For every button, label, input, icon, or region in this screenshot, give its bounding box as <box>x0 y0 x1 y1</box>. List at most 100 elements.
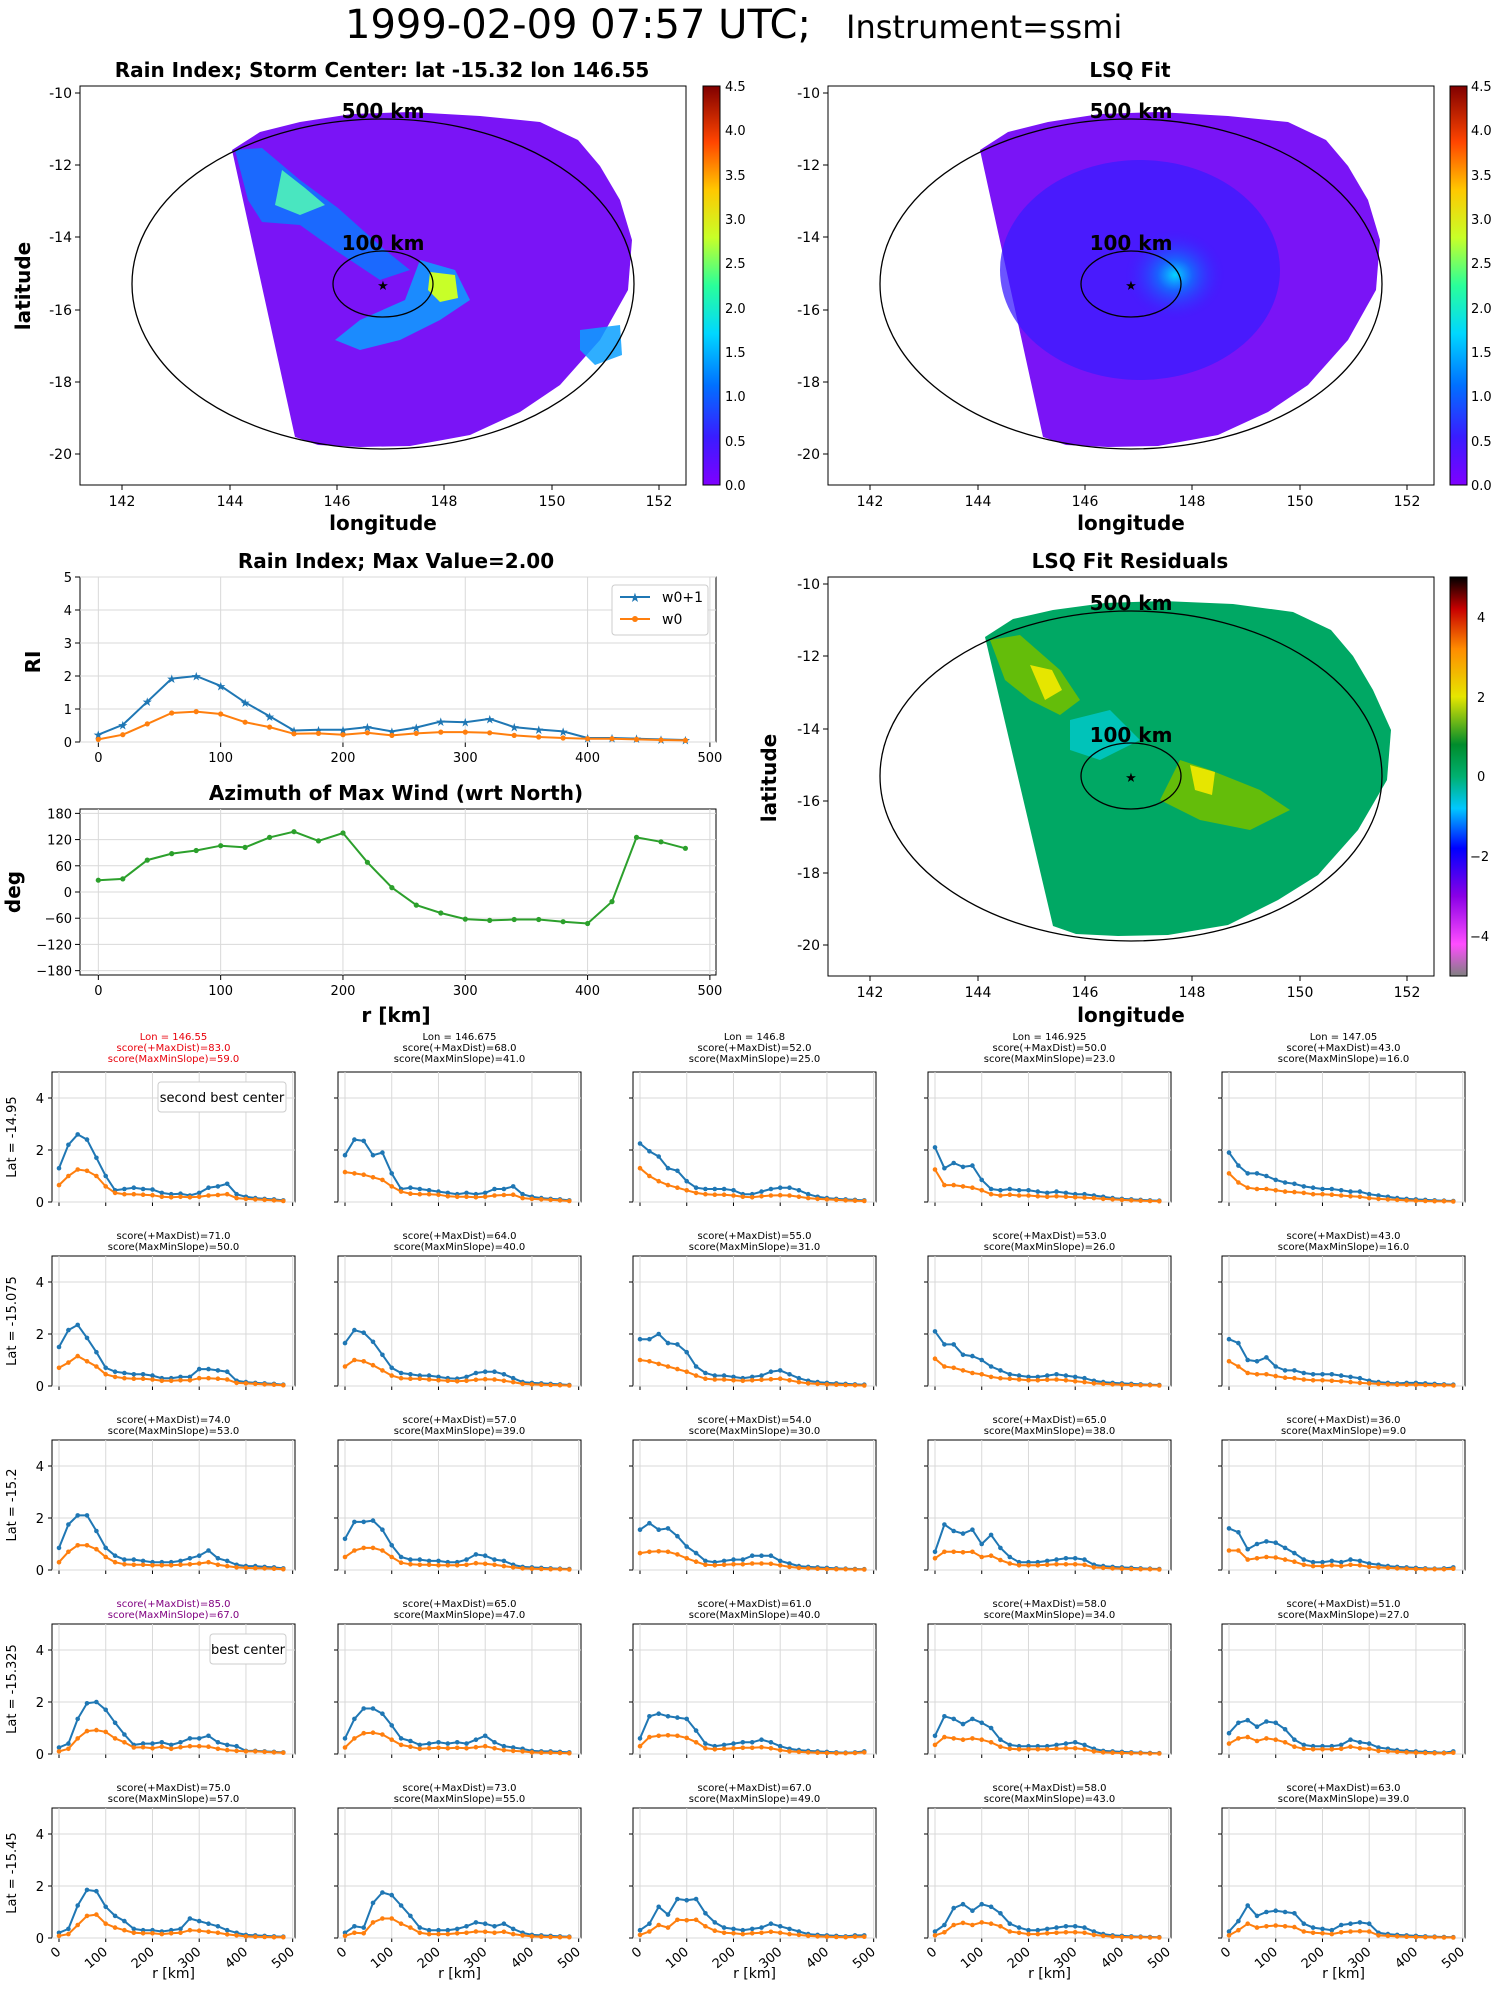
map-xlabel: longitude <box>1077 511 1185 535</box>
series-w0-point <box>740 1562 746 1567</box>
series-w0-point <box>253 1197 258 1202</box>
colorbar-tick-label: 0.0 <box>725 479 746 494</box>
series-azimuth-point <box>585 920 591 927</box>
series-w0p1-point <box>464 1741 469 1746</box>
series-w0-point <box>361 1730 367 1736</box>
series-w0-point <box>637 1357 643 1363</box>
series-w0-point <box>501 1747 507 1753</box>
series-w0-point <box>352 1930 357 1936</box>
series-w0-point <box>196 1194 202 1200</box>
series-w0-point <box>731 1931 736 1936</box>
series-w0p1-point <box>94 1155 99 1161</box>
row-label: Lat = -15.075 <box>5 1276 20 1366</box>
series-w0p1-point <box>1226 1730 1232 1736</box>
series-azimuth-point <box>267 834 273 841</box>
residuals-map-title: LSQ Fit Residuals <box>1032 549 1229 573</box>
series-w0-point <box>539 1382 544 1387</box>
series-w0-point <box>1329 1192 1335 1197</box>
series-w0-point <box>1007 1192 1013 1197</box>
series-w0p1-point <box>637 1336 643 1342</box>
panel-score-slope: score(MaxMinSlope)=9.0 <box>1281 1426 1406 1437</box>
colorbar-tick-label: 2 <box>1477 691 1485 706</box>
series-w0-point <box>1035 1378 1041 1383</box>
series-azimuth-point <box>218 843 224 849</box>
series-w0p1-point <box>1348 1374 1353 1380</box>
panel-frame <box>51 1439 296 1571</box>
x-tick: 142 <box>857 485 883 510</box>
series-w0-point <box>501 1192 507 1198</box>
candidate-panel: 0 2 4 score(+MaxDist)=74.0score(MaxMinSlope… <box>5 1415 296 1579</box>
series-w0-point <box>75 1543 80 1548</box>
series-w0-point <box>1320 1563 1325 1569</box>
series-w0p1-point <box>140 1186 146 1192</box>
series-w0p1-point <box>389 1365 395 1371</box>
series-w0p1-point: ★ <box>289 724 300 738</box>
y-tick-label: -20 <box>797 938 820 954</box>
series-w0-point <box>1138 1934 1143 1940</box>
colorbar-tick-label: 1.5 <box>1471 346 1492 361</box>
circle-500km-label: 500 km <box>1090 591 1173 615</box>
y-tick-label: 2 <box>36 1512 44 1527</box>
y-tick: -18 <box>797 375 828 391</box>
series-w0-point <box>557 1934 563 1940</box>
series-w0-point <box>262 1749 267 1755</box>
series-w0-point <box>1007 1746 1013 1752</box>
series-w0-point <box>445 1746 451 1751</box>
series-w0p1-point <box>206 1366 211 1372</box>
series-w0-point <box>805 1195 811 1201</box>
series-w0-point <box>122 1927 127 1933</box>
series-w0p1-point <box>731 1374 736 1380</box>
series-w0-point <box>159 1378 165 1384</box>
series-w0-point <box>492 1562 497 1568</box>
series-w0p1-point <box>656 1154 661 1159</box>
y-tick-label: -18 <box>797 375 820 391</box>
series-w0p1-point <box>693 1728 699 1733</box>
x-tick: 150 <box>1287 976 1313 1001</box>
series-w0-point <box>1226 1548 1232 1553</box>
panel-score-maxdist: score(+MaxDist)=65.0 <box>993 1415 1107 1426</box>
series-w0-point <box>492 1930 497 1936</box>
series-w0p1-point <box>1366 1741 1372 1746</box>
series-w0-point <box>66 1746 71 1752</box>
series-w0p1-point: ★ <box>484 712 495 726</box>
series-w0-point <box>815 1566 820 1571</box>
series-w0p1-point <box>501 1743 507 1749</box>
series-w0-point <box>988 1191 994 1197</box>
series-w0p1-point <box>1236 1918 1241 1924</box>
series-w0-point <box>1091 1749 1097 1754</box>
series-w0p1-point <box>1357 1920 1363 1925</box>
series-w0-point <box>529 1196 535 1202</box>
series-w0p1-point <box>417 1742 423 1748</box>
azimuth-grid: 0 100 200 300 400 500 180 120 60 0 −60 −120 −180 <box>36 807 722 999</box>
series-w0p1-point <box>970 1163 975 1168</box>
series-w0-point <box>557 1750 563 1756</box>
series-w0-point <box>352 1357 357 1363</box>
series-w0-point <box>234 1565 239 1570</box>
series-w0p1-point <box>131 1372 137 1377</box>
x-tick-label: 300 <box>453 751 478 766</box>
series-w0-point <box>95 736 101 743</box>
x-tick-label: 142 <box>109 494 136 510</box>
panel-score-slope: score(MaxMinSlope)=26.0 <box>984 1242 1115 1253</box>
circle-500km-label: 500 km <box>1090 99 1173 123</box>
series-w0p1-point <box>1254 1913 1260 1919</box>
y-tick-label: 4 <box>36 1092 44 1107</box>
series-w0p1-point <box>740 1557 746 1562</box>
series-w0p1-point <box>1264 1909 1269 1915</box>
series-w0-point <box>66 1173 71 1179</box>
series-w0p1-point <box>234 1743 239 1749</box>
series-w0-point <box>647 1734 652 1740</box>
figure-subtitle: Instrument=ssmi <box>846 8 1122 46</box>
panel-frame <box>927 1255 1172 1387</box>
series-w0-point <box>398 1560 404 1565</box>
series-w0-point <box>548 1750 553 1755</box>
circle-100km <box>1080 250 1182 318</box>
series-w0p1-point <box>1338 1373 1344 1378</box>
series-w0p1-point <box>731 1741 736 1746</box>
azimuth-series <box>95 829 689 927</box>
series-w0-point <box>417 1376 423 1381</box>
series-w0p1-point <box>510 1375 516 1381</box>
series-w0-point <box>473 1377 479 1383</box>
series-w0-point <box>1044 1562 1050 1568</box>
series-w0p1-point <box>656 1331 661 1337</box>
